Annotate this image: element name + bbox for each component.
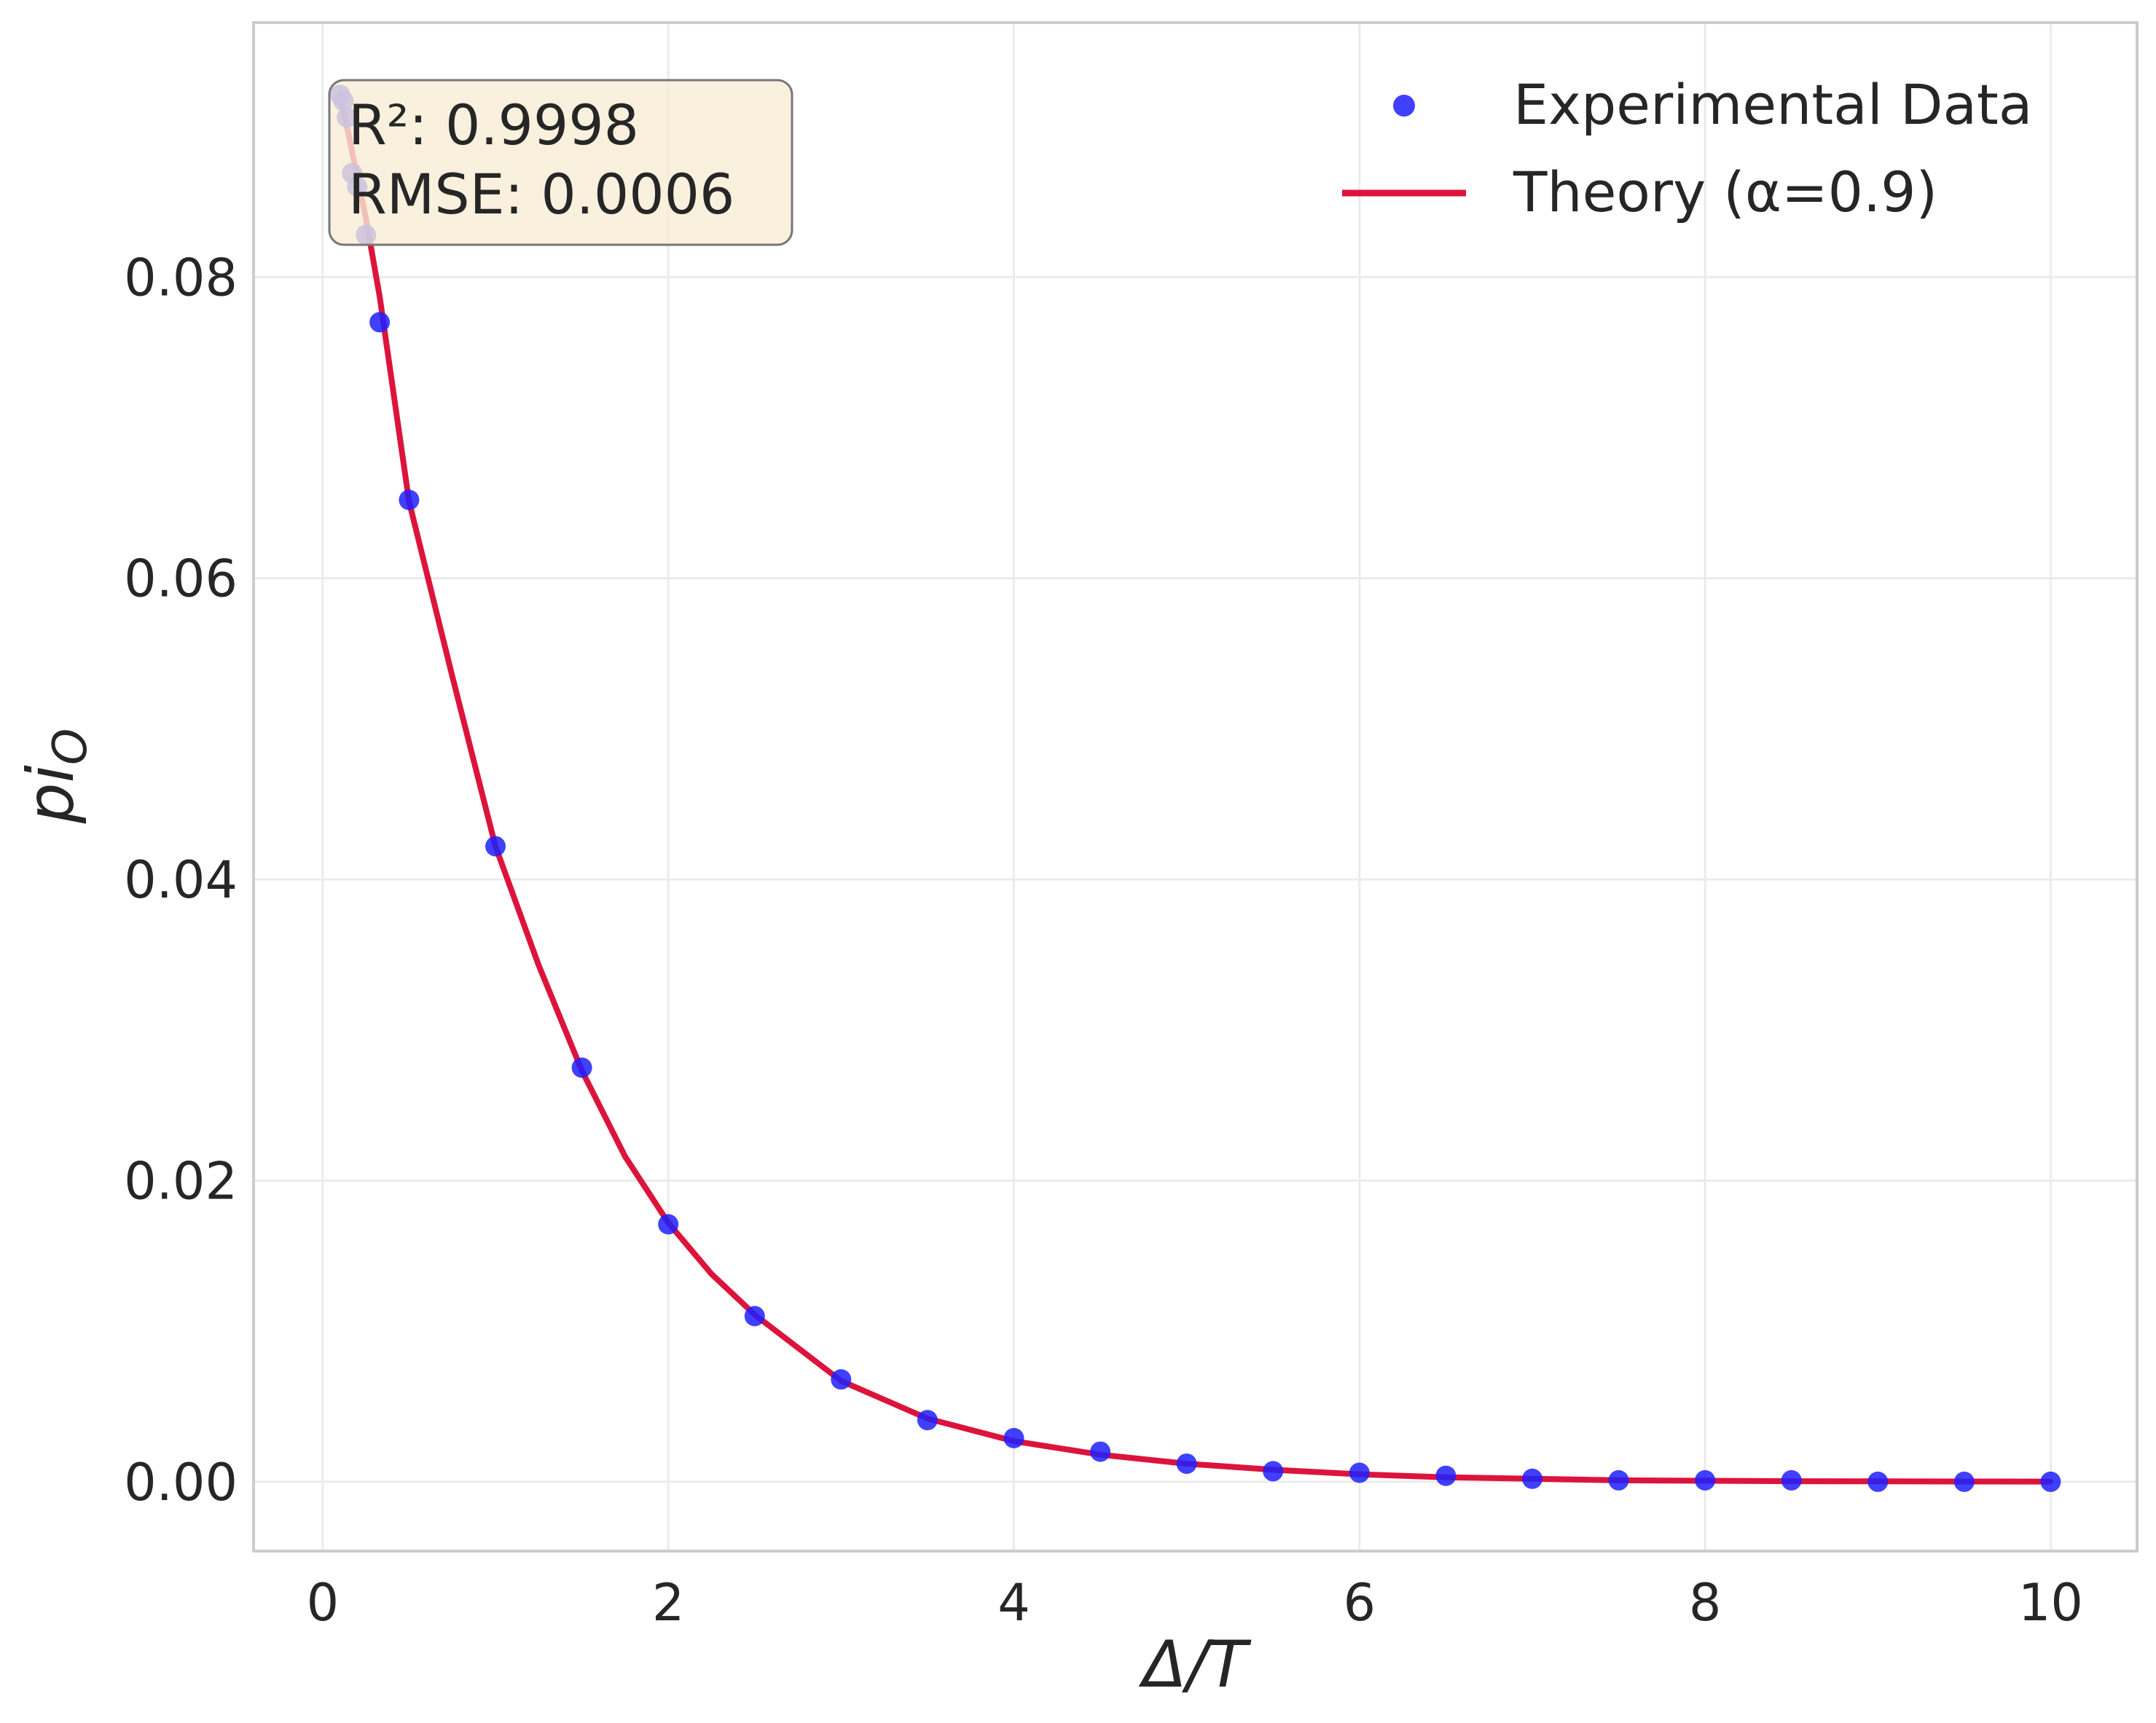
- plot-frame: [252, 21, 2139, 1553]
- data-point: [917, 1410, 938, 1431]
- y-axis-label: piO: [13, 729, 98, 825]
- legend-scatter-label: Experimental Data: [1513, 72, 2032, 137]
- theory-line: [337, 93, 2054, 1485]
- x-tick-label: 2: [652, 1573, 685, 1633]
- data-point: [1867, 1471, 1889, 1492]
- grid: [254, 23, 2137, 1551]
- y-axis-label-main: pi: [13, 764, 88, 824]
- x-tick-label: 0: [307, 1573, 340, 1633]
- data-point: [1695, 1469, 1716, 1491]
- data-point: [744, 1306, 765, 1327]
- data-point: [2040, 1471, 2061, 1492]
- data-point: [571, 1057, 592, 1078]
- data-point: [1953, 1471, 1975, 1492]
- data-point: [1522, 1468, 1542, 1489]
- stats-box-background: [328, 79, 793, 246]
- stats-r2: R²: 0.9998: [348, 93, 639, 157]
- y-tick-label: 0.02: [124, 1152, 238, 1212]
- x-tick-label: 6: [1344, 1573, 1376, 1633]
- x-tick-label: 10: [2018, 1573, 2083, 1633]
- data-point: [1349, 1462, 1370, 1483]
- y-tick-label: 0.04: [124, 850, 238, 910]
- data-point: [1090, 1441, 1111, 1462]
- x-tick-label: 8: [1689, 1573, 1722, 1633]
- data-point: [1176, 1453, 1197, 1475]
- data-point: [399, 490, 420, 511]
- y-axis-label-sub: O: [44, 729, 98, 765]
- data-point: [1003, 1428, 1024, 1448]
- data-point: [1435, 1465, 1457, 1486]
- data-point: [1781, 1469, 1802, 1491]
- point-layer: [329, 85, 2061, 1492]
- data-point: [485, 836, 506, 857]
- legend-line-label: Theory (α=0.9): [1513, 160, 1937, 224]
- legend: Experimental Data Theory (α=0.9): [1342, 72, 2032, 224]
- y-ticks: 0.00 0.02 0.04 0.06 0.08: [124, 248, 238, 1512]
- legend-scatter-marker: [1393, 95, 1415, 117]
- curve-layer: [337, 93, 2054, 1485]
- data-point: [831, 1369, 852, 1390]
- data-point: [369, 312, 391, 333]
- data-point: [658, 1214, 679, 1235]
- y-tick-label: 0.06: [124, 549, 238, 609]
- y-tick-label: 0.08: [124, 248, 238, 307]
- stats-rmse: RMSE: 0.0006: [348, 162, 734, 227]
- data-point: [1263, 1461, 1284, 1482]
- x-ticks: 0 2 4 6 8 10: [307, 1573, 2083, 1633]
- data-point: [1608, 1469, 1629, 1491]
- y-tick-label: 0.00: [124, 1453, 238, 1512]
- x-axis-label: Δ/T: [1138, 1627, 1252, 1702]
- stats-box: R²: 0.9998 RMSE: 0.0006: [328, 79, 793, 246]
- x-tick-label: 4: [997, 1573, 1030, 1633]
